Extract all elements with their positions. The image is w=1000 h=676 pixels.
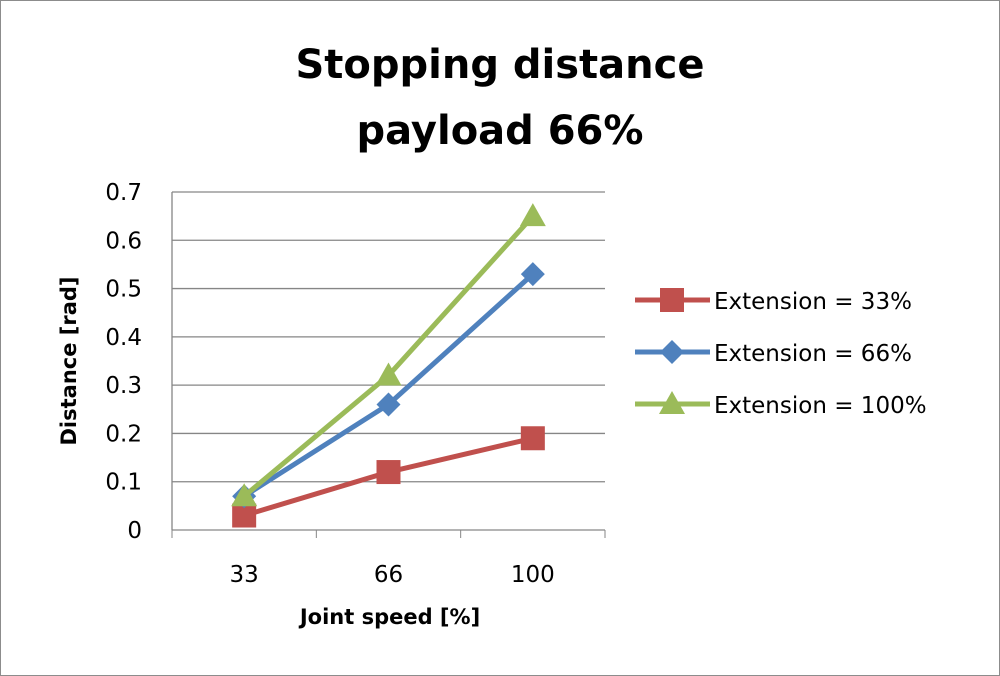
legend-label: Extension = 100% [714,393,927,419]
y-tick-label: 0.7 [105,180,142,206]
y-tick-label: 0.4 [105,325,142,351]
square-marker [376,460,401,485]
triangle-marker [659,391,685,414]
y-tick-label: 0.5 [105,277,142,303]
y-tick-label: 0.6 [105,228,142,254]
diamond-marker [660,340,684,364]
diamond-marker [376,392,401,417]
triangle-marker [231,483,258,507]
legend-label: Extension = 33% [714,289,912,315]
y-tick-label: 0.3 [105,373,142,399]
x-axis-label: Joint speed [%] [298,605,480,629]
legend-item: Extension = 33% [635,288,912,315]
x-tick-label: 33 [230,562,259,588]
diamond-marker [520,262,545,287]
series-line [242,214,535,499]
legend-item: Extension = 100% [635,391,927,419]
triangle-marker [375,362,402,386]
square-marker [520,426,545,451]
triangle-marker [519,203,546,227]
y-tick-label: 0.1 [105,470,142,496]
x-tick-label: 66 [374,562,403,588]
y-tick-label: 0 [127,518,142,544]
x-tick-label: 100 [511,562,555,588]
chart-subtitle: payload 66% [357,108,644,154]
legend-item: Extension = 66% [635,340,912,367]
y-axis-label: Distance [rad] [57,276,81,445]
y-tick-label: 0.2 [105,421,142,447]
legend-label: Extension = 66% [714,341,912,367]
chart-title: Stopping distance [295,42,704,88]
series-triangle [231,203,546,507]
square-marker [660,288,684,312]
